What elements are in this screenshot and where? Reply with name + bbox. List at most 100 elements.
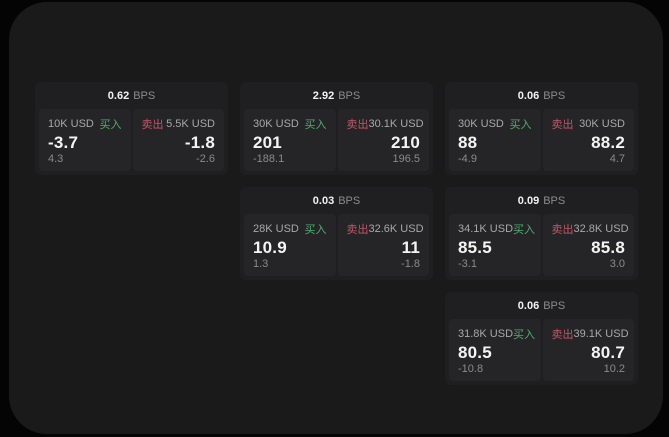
buy-size: 10K USD xyxy=(48,118,94,130)
bps-unit: BPS xyxy=(133,89,156,102)
main-panel: 0.62 BPS 10K USD 买入 -3.7 4.3 卖出 5.5K USD xyxy=(9,2,663,434)
bps-unit: BPS xyxy=(543,89,566,102)
bps-value: 2.92 xyxy=(312,89,335,102)
sell-size: 32.8K USD xyxy=(573,223,629,235)
sell-side-label: 卖出 xyxy=(346,224,369,236)
buy-tile[interactable]: 34.1K USD 买入 85.5 -3.1 xyxy=(449,214,541,276)
sell-price: -1.8 xyxy=(184,132,215,152)
sell-delta: 196.5 xyxy=(392,153,420,165)
quote-card-5: 0.09 BPS 34.1K USD 买入 85.5 -3.1 卖出 32.8K… xyxy=(445,187,638,280)
buy-tile[interactable]: 31.8K USD 买入 80.5 -10.8 xyxy=(449,319,541,381)
sell-tile[interactable]: 卖出 30.1K USD 210 196.5 xyxy=(337,109,429,171)
buy-side-label: 买入 xyxy=(509,119,532,131)
bps-value: 0.09 xyxy=(517,194,540,207)
buy-delta: -188.1 xyxy=(253,153,285,165)
buy-tile-header: 10K USD 买入 xyxy=(48,116,122,132)
sell-price: 88.2 xyxy=(591,132,625,152)
buy-side-label: 买入 xyxy=(304,224,327,236)
buy-size: 30K USD xyxy=(458,118,504,130)
sell-tile-header: 卖出 5.5K USD xyxy=(142,116,216,132)
card-header: 0.62 BPS xyxy=(35,82,228,109)
buy-tile[interactable]: 30K USD 买入 88 -4.9 xyxy=(449,109,541,171)
sell-tile[interactable]: 卖出 32.8K USD 85.8 3.0 xyxy=(542,214,634,276)
quote-card-1: 0.62 BPS 10K USD 买入 -3.7 4.3 卖出 5.5K USD xyxy=(35,82,228,175)
sell-size: 30K USD xyxy=(579,118,625,130)
buy-tile-header: 31.8K USD 买入 xyxy=(458,326,536,342)
tiles-row: 10K USD 买入 -3.7 4.3 卖出 5.5K USD -1.8 -2.… xyxy=(35,109,228,175)
sell-delta: -1.8 xyxy=(401,258,420,270)
sell-price: 85.8 xyxy=(591,237,625,257)
sell-tile-header: 卖出 32.6K USD xyxy=(346,221,424,237)
card-header: 0.09 BPS xyxy=(445,187,638,214)
buy-tile-header: 30K USD 买入 xyxy=(458,116,532,132)
buy-delta: -10.8 xyxy=(458,363,484,375)
bps-value: 0.62 xyxy=(107,89,130,102)
buy-size: 30K USD xyxy=(253,118,299,130)
sell-tile[interactable]: 卖出 30K USD 88.2 4.7 xyxy=(542,109,634,171)
tiles-row: 28K USD 买入 10.9 1.3 卖出 32.6K USD 11 -1.8 xyxy=(240,214,433,280)
bps-unit: BPS xyxy=(543,299,566,312)
sell-side-label: 卖出 xyxy=(346,119,369,131)
buy-size: 31.8K USD xyxy=(458,328,514,340)
card-header: 0.06 BPS xyxy=(445,292,638,319)
sell-price: 210 xyxy=(391,132,420,152)
buy-size: 28K USD xyxy=(253,223,299,235)
tiles-row: 31.8K USD 买入 80.5 -10.8 卖出 39.1K USD 80.… xyxy=(445,319,638,385)
buy-delta: -4.9 xyxy=(458,153,477,165)
buy-tile[interactable]: 28K USD 买入 10.9 1.3 xyxy=(244,214,336,276)
card-header: 0.06 BPS xyxy=(445,82,638,109)
sell-size: 32.6K USD xyxy=(368,223,424,235)
quote-card-2: 2.92 BPS 30K USD 买入 201 -188.1 卖出 30.1K … xyxy=(240,82,433,175)
buy-side-label: 买入 xyxy=(513,224,536,236)
sell-side-label: 卖出 xyxy=(141,119,164,131)
card-header: 0.03 BPS xyxy=(240,187,433,214)
sell-side-label: 卖出 xyxy=(551,329,574,341)
bps-value: 0.03 xyxy=(312,194,335,207)
buy-side-label: 买入 xyxy=(99,119,122,131)
bps-unit: BPS xyxy=(338,89,361,102)
sell-side-label: 卖出 xyxy=(551,119,574,131)
tiles-row: 34.1K USD 买入 85.5 -3.1 卖出 32.8K USD 85.8… xyxy=(445,214,638,280)
buy-tile[interactable]: 10K USD 买入 -3.7 4.3 xyxy=(39,109,131,171)
quote-grid: 0.62 BPS 10K USD 买入 -3.7 4.3 卖出 5.5K USD xyxy=(35,82,638,385)
bps-value: 0.06 xyxy=(517,89,540,102)
sell-tile[interactable]: 卖出 5.5K USD -1.8 -2.6 xyxy=(132,109,224,171)
buy-size: 34.1K USD xyxy=(458,223,514,235)
sell-tile[interactable]: 卖出 32.6K USD 11 -1.8 xyxy=(337,214,429,276)
sell-size: 30.1K USD xyxy=(368,118,424,130)
buy-tile-header: 30K USD 买入 xyxy=(253,116,327,132)
sell-tile-header: 卖出 30K USD xyxy=(552,116,626,132)
buy-delta: 1.3 xyxy=(253,258,269,270)
buy-tile[interactable]: 30K USD 买入 201 -188.1 xyxy=(244,109,336,171)
buy-side-label: 买入 xyxy=(513,329,536,341)
quote-card-3: 0.06 BPS 30K USD 买入 88 -4.9 卖出 30K USD xyxy=(445,82,638,175)
sell-size: 39.1K USD xyxy=(573,328,629,340)
buy-price: 10.9 xyxy=(253,237,287,257)
sell-tile-header: 卖出 30.1K USD xyxy=(346,116,424,132)
buy-tile-header: 28K USD 买入 xyxy=(253,221,327,237)
buy-delta: 4.3 xyxy=(48,153,64,165)
buy-delta: -3.1 xyxy=(458,258,477,270)
sell-side-label: 卖出 xyxy=(551,224,574,236)
sell-price: 80.7 xyxy=(591,342,625,362)
sell-tile-header: 卖出 32.8K USD xyxy=(551,221,629,237)
tiles-row: 30K USD 买入 201 -188.1 卖出 30.1K USD 210 1… xyxy=(240,109,433,175)
sell-delta: 10.2 xyxy=(603,363,625,375)
quote-card-6: 0.06 BPS 31.8K USD 买入 80.5 -10.8 卖出 39.1… xyxy=(445,292,638,385)
tiles-row: 30K USD 买入 88 -4.9 卖出 30K USD 88.2 4.7 xyxy=(445,109,638,175)
sell-delta: 4.7 xyxy=(609,153,625,165)
buy-side-label: 买入 xyxy=(304,119,327,131)
bps-unit: BPS xyxy=(543,194,566,207)
buy-price: 80.5 xyxy=(458,342,492,362)
sell-size: 5.5K USD xyxy=(166,118,215,130)
sell-delta: -2.6 xyxy=(196,153,215,165)
buy-tile-header: 34.1K USD 买入 xyxy=(458,221,536,237)
sell-delta: 3.0 xyxy=(609,258,625,270)
buy-price: 201 xyxy=(253,132,282,152)
buy-price: -3.7 xyxy=(48,132,79,152)
sell-tile[interactable]: 卖出 39.1K USD 80.7 10.2 xyxy=(542,319,634,381)
bps-value: 0.06 xyxy=(517,299,540,312)
buy-price: 88 xyxy=(458,132,478,152)
buy-price: 85.5 xyxy=(458,237,492,257)
bps-unit: BPS xyxy=(338,194,361,207)
